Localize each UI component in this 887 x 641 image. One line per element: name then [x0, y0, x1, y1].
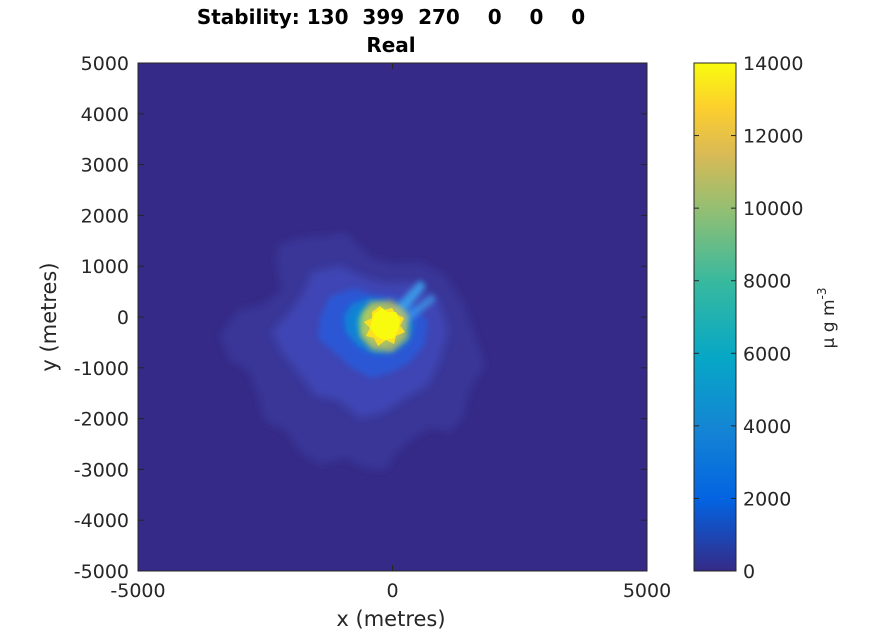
- y-tick-label: -1000: [74, 358, 129, 380]
- y-tick-label: 3000: [81, 155, 129, 177]
- colorbar-label: μ g m-3: [815, 288, 839, 349]
- colorbar-label-sup: -3: [815, 288, 829, 300]
- y-tick-label: -4000: [74, 510, 129, 532]
- y-tick-label: 0: [117, 307, 129, 329]
- x-tick-label: 5000: [623, 580, 671, 602]
- y-axis-label: y (metres): [37, 262, 61, 371]
- colorbar-label-main: μ g m: [819, 299, 839, 348]
- colorbar-tick-label: 14000: [743, 53, 803, 75]
- y-tick-label: -2000: [74, 409, 129, 431]
- y-tick-label: 5000: [81, 53, 129, 75]
- y-tick-label: 1000: [81, 256, 129, 278]
- x-tick-label: -5000: [110, 580, 165, 602]
- colorbar-tick-label: 2000: [743, 488, 791, 510]
- colorbar-tick-label: 4000: [743, 416, 791, 438]
- y-tick-label: -5000: [74, 561, 129, 583]
- axes: -5000 0 5000 5000 4000 3000 2000 1000 0 -1000 -200…: [74, 53, 671, 602]
- colorbar-tick-label: 10000: [743, 198, 803, 220]
- x-axis-label: x (metres): [336, 607, 445, 631]
- colorbar-tick-label: 6000: [743, 343, 791, 365]
- y-tick-label: -3000: [74, 459, 129, 481]
- colorbar-tick-label: 8000: [743, 271, 791, 293]
- x-tick-label: 0: [386, 580, 398, 602]
- plume-heatmap: [220, 232, 485, 470]
- y-tick-label: 4000: [81, 104, 129, 126]
- y-tick-label: 2000: [81, 205, 129, 227]
- plume-peak-top: [370, 308, 400, 340]
- colorbar: [693, 62, 737, 572]
- chart-subtitle: Real: [366, 33, 415, 57]
- chart-title: Stability: 130 399 270 0 0 0: [197, 5, 585, 29]
- colorbar-tick-label: 12000: [743, 126, 803, 148]
- colorbar-tick-label: 0: [743, 561, 755, 583]
- colorbar-ticks: 14000 12000 10000 8000 6000 4000 2000 0: [694, 53, 803, 583]
